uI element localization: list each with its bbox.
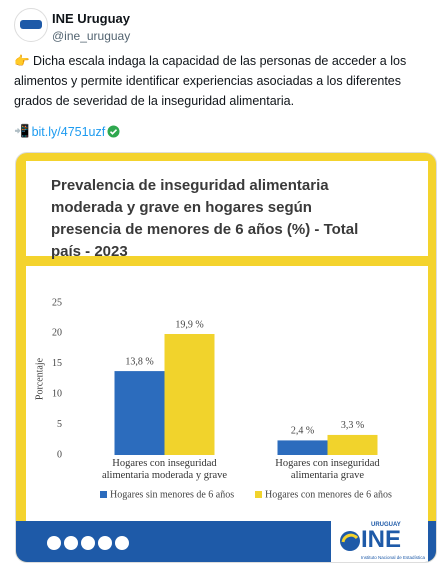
bar [277,440,328,455]
y-tick-label: 0 [57,449,62,460]
tweet-text: 👉 Dicha escala indaga la capacidad de la… [14,54,407,108]
verified-icon [107,125,120,138]
logo-name: INE [361,526,402,553]
legend-label: Hogares sin menores de 6 años [110,489,234,500]
y-tick-label: 20 [52,328,62,339]
legend-label: Hogares con menores de 6 años [265,489,392,500]
y-axis-label: Porcentaje [34,357,45,400]
chart-title: Prevalencia de inseguridad alimentaria m… [51,177,359,260]
x-tick-label: Hogares con inseguridad alimentaria grav… [275,458,380,481]
legend-swatch [100,491,107,498]
value-label: 19,9 % [175,319,203,330]
footer-band: URUGUAY INE Instituto Nacional de Estadí… [16,521,436,562]
legend-swatch [255,491,262,498]
y-tick-label: 25 [52,297,62,308]
logo-globe [340,531,360,551]
bar [164,334,215,455]
link[interactable]: bit.ly/4751uzf [31,124,106,139]
author-handle[interactable]: @ine_uruguay [52,29,131,43]
link-emoji: 📲 [14,124,30,138]
value-label: 3,3 % [341,420,364,431]
y-tick-label: 15 [52,358,62,369]
logo: URUGUAY INE Instituto Nacional de Estadí… [331,521,428,562]
media-card[interactable]: Prevalencia de inseguridad alimentaria m… [15,152,437,563]
link-row: 📲 bit.ly/4751uzf [14,124,120,139]
value-label: 2,4 % [291,426,314,437]
y-tick-label: 10 [52,388,62,399]
avatar[interactable] [14,8,48,42]
logo-country: URUGUAY [371,522,401,528]
logo-caption: Instituto Nacional de Estadística [361,555,426,560]
bar [114,371,165,455]
bar [327,434,378,455]
title-box: Prevalencia de inseguridad alimentaria m… [26,161,428,266]
author-name[interactable]: INE Uruguay [52,11,131,26]
y-tick-label: 5 [57,419,62,430]
value-label: 13,8 % [125,356,153,367]
social-icons [47,536,129,550]
x-tick-label: Hogares con inseguridad alimentaria mode… [101,458,228,481]
